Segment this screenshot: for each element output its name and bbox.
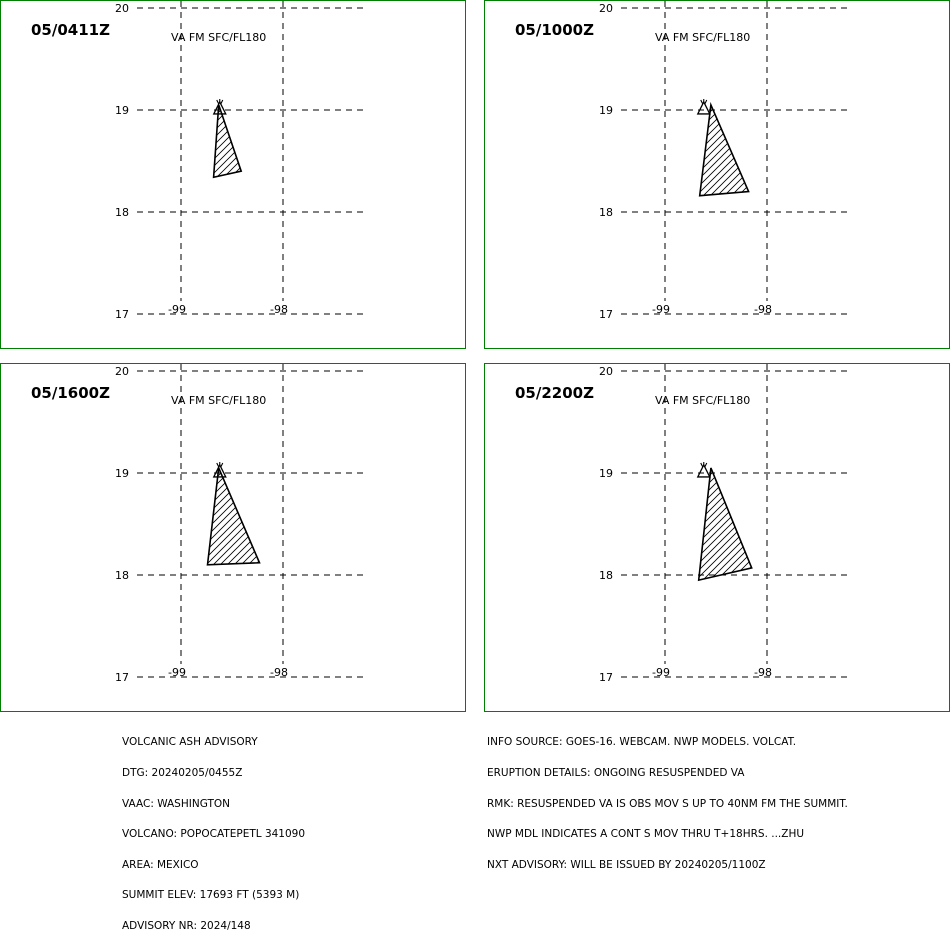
latitude-label: 20 (115, 365, 129, 378)
latitude-label: 20 (115, 2, 129, 15)
advisory-eruption-details: ERUPTION DETAILS: ONGOING RESUSPENDED VA (487, 767, 745, 780)
latitude-label: 19 (599, 104, 613, 117)
advisory-vaac: VAAC: WASHINGTON (122, 797, 230, 810)
volcano-icon (696, 98, 711, 115)
latitude-label: 17 (599, 671, 613, 684)
longitude-label: -99 (168, 666, 186, 679)
longitude-label: -99 (168, 303, 186, 316)
latitude-label: 19 (115, 467, 129, 480)
latitude-label: 20 (599, 365, 613, 378)
latitude-label: 19 (115, 104, 129, 117)
flight-level-label: VA FM SFC/FL180 (655, 31, 750, 44)
advisory-details-block: INFO SOURCE: GOES-16. WEBCAM. NWP MODELS… (487, 717, 848, 880)
advisory-volcano: VOLCANO: POPOCATEPETL 341090 (122, 828, 306, 841)
ash-cloud-polygon (206, 464, 261, 566)
flight-level-label: VA FM SFC/FL180 (171, 31, 266, 44)
latitude-label: 17 (115, 671, 129, 684)
latitude-label: 17 (599, 308, 613, 321)
longitude-label: -99 (652, 666, 670, 679)
longitude-label: -99 (652, 303, 670, 316)
map-svg-4: 20 19 18 17 -99 -98 05/2200Z VA FM SFC/FL180 (515, 364, 849, 684)
longitude-label: -98 (270, 666, 288, 679)
latitude-label: 18 (599, 569, 613, 582)
map-panel-4: 20 19 18 17 -99 -98 05/2200Z VA FM SFC/FL180 (484, 363, 950, 712)
map-svg-2: 20 19 18 17 -99 -98 05/1000Z VA FM SFC/FL180 (515, 1, 849, 321)
flight-level-label: VA FM SFC/FL180 (655, 394, 750, 407)
map-svg-1: 20 19 18 17 -99 -98 05/0411Z VA FM SFC/FL180 (31, 1, 365, 321)
advisory-summit-elev: SUMMIT ELEV: 17693 FT (5393 M) (122, 889, 300, 902)
ash-cloud-polygon (212, 104, 243, 179)
map-panel-1: 20 19 18 17 -99 -98 05/0411Z VA FM SFC/FL180 (0, 0, 466, 349)
advisory-nwp-note: NWP MDL INDICATES A CONT S MOV THRU T+18… (487, 828, 805, 841)
advisory-area: AREA: MEXICO (122, 858, 199, 871)
latitude-label: 18 (599, 206, 613, 219)
map-svg-3: 20 19 18 17 -99 -98 05/1600Z VA FM SFC/FL180 (31, 364, 365, 684)
advisory-number: ADVISORY NR: 2024/148 (122, 920, 251, 933)
volcano-icon (212, 98, 227, 115)
ash-cloud-polygon (698, 101, 750, 197)
latitude-label: 17 (115, 308, 129, 321)
longitude-label: -98 (270, 303, 288, 316)
advisory-header-block: VOLCANIC ASH ADVISORY DTG: 20240205/0455… (122, 717, 305, 941)
advisory-next: NXT ADVISORY: WILL BE ISSUED BY 20240205… (487, 858, 766, 871)
map-panel-3: 20 19 18 17 -99 -98 05/1600Z VA FM SFC/FL180 (0, 363, 466, 712)
longitude-label: -98 (754, 666, 772, 679)
longitude-label: -98 (754, 303, 772, 316)
ash-cloud-polygon (697, 467, 753, 582)
valid-time-label: 05/2200Z (515, 384, 594, 402)
volcano-icon (212, 461, 227, 478)
advisory-dtg: DTG: 20240205/0455Z (122, 767, 243, 780)
valid-time-label: 05/1600Z (31, 384, 110, 402)
latitude-label: 18 (115, 206, 129, 219)
valid-time-label: 05/0411Z (31, 21, 110, 39)
latitude-label: 19 (599, 467, 613, 480)
valid-time-label: 05/1000Z (515, 21, 594, 39)
map-panel-2: 20 19 18 17 -99 -98 05/1000Z VA FM SFC/FL180 (484, 0, 950, 349)
flight-level-label: VA FM SFC/FL180 (171, 394, 266, 407)
latitude-label: 20 (599, 2, 613, 15)
latitude-label: 18 (115, 569, 129, 582)
advisory-remarks: RMK: RESUSPENDED VA IS OBS MOV S UP TO 4… (487, 797, 848, 810)
volcano-icon (696, 461, 711, 478)
advisory-info-source: INFO SOURCE: GOES-16. WEBCAM. NWP MODELS… (487, 736, 797, 749)
advisory-title: VOLCANIC ASH ADVISORY (122, 736, 258, 749)
